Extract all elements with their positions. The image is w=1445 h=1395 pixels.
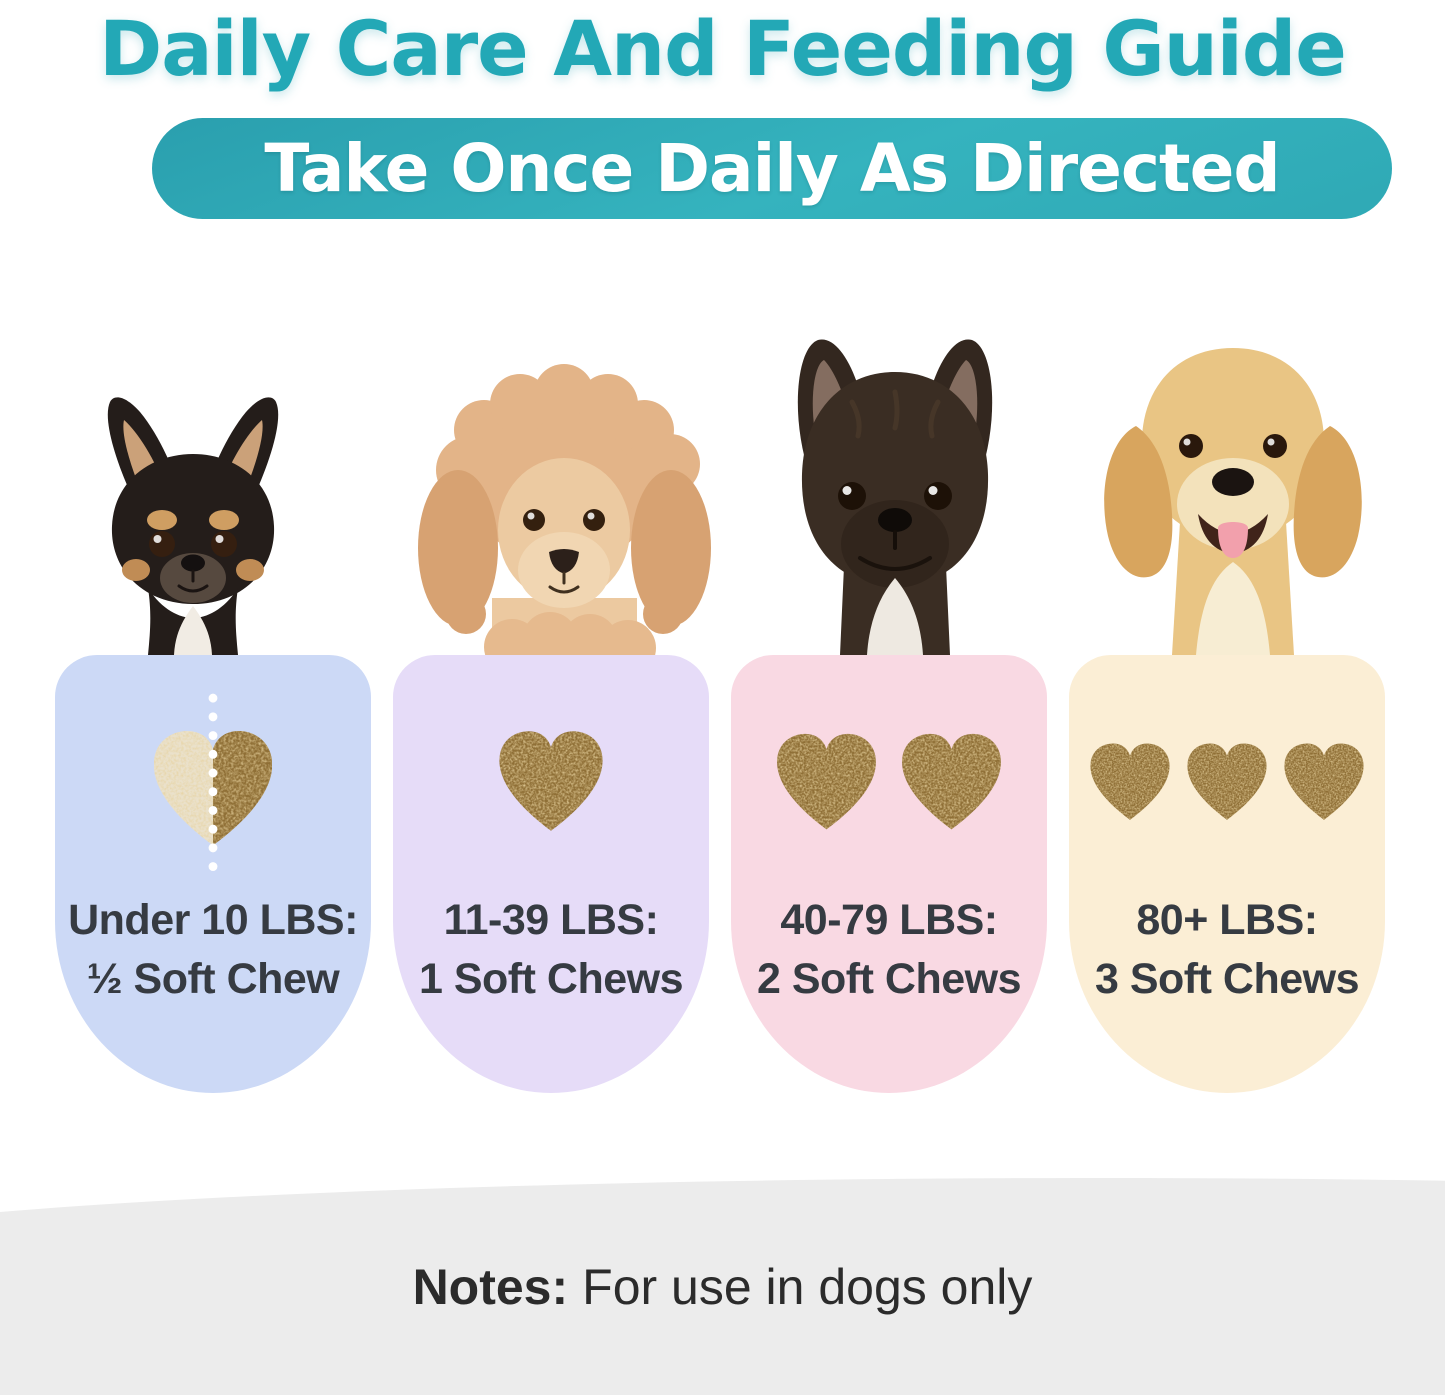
dose-card-11-39-lbs: 11-39 LBS: 1 Soft Chews bbox=[393, 655, 709, 1093]
weight-range: 80+ LBS: bbox=[1136, 896, 1318, 944]
page-title: Daily Care And Feeding Guide bbox=[99, 4, 1347, 93]
dose-amount: 1 Soft Chews bbox=[419, 955, 684, 1004]
soft-chew-heart-icon bbox=[499, 731, 603, 831]
weight-range: 11-39 LBS: bbox=[443, 896, 659, 944]
notes-label: Notes: bbox=[412, 1259, 569, 1315]
banner-label: Take Once Daily As Directed bbox=[264, 130, 1280, 207]
weight-range: Under 10 LBS: bbox=[68, 896, 358, 944]
dose-text: Under 10 LBS: ½ Soft Chew bbox=[68, 891, 358, 1010]
dose-text: 40-79 LBS: 2 Soft Chews bbox=[757, 891, 1022, 1010]
dog-photo-french-bulldog bbox=[752, 318, 1038, 655]
dose-card-40-79-lbs: 40-79 LBS: 2 Soft Chews bbox=[731, 655, 1047, 1093]
dose-amount: ½ Soft Chew bbox=[86, 955, 340, 1004]
soft-chew-heart-icon bbox=[1284, 743, 1364, 820]
chew-icons bbox=[1084, 689, 1370, 879]
dose-card-80-plus-lbs: 80+ LBS: 3 Soft Chews bbox=[1069, 655, 1385, 1093]
half-soft-chew-icon bbox=[154, 693, 272, 875]
dog-photo-golden-retriever bbox=[1072, 322, 1394, 655]
chew-icons bbox=[769, 689, 1009, 879]
soft-chew-heart-icon bbox=[1187, 743, 1267, 820]
dose-amount: 3 Soft Chews bbox=[1095, 955, 1360, 1004]
chew-icons bbox=[154, 689, 272, 879]
notes-body: For use in dogs only bbox=[582, 1259, 1033, 1315]
soft-chew-heart-icon bbox=[777, 733, 876, 829]
notes-text: Notes: For use in dogs only bbox=[0, 1258, 1445, 1316]
dose-text: 11-39 LBS: 1 Soft Chews bbox=[419, 891, 684, 1010]
dose-card-under-10-lbs: Under 10 LBS: ½ Soft Chew bbox=[55, 655, 371, 1093]
soft-chew-heart-icon bbox=[902, 733, 1001, 829]
dog-photo-poodle bbox=[392, 352, 737, 655]
dose-text: 80+ LBS: 3 Soft Chews bbox=[1095, 891, 1360, 1010]
notes-footer-band bbox=[0, 1178, 1445, 1395]
dosage-banner: Take Once Daily As Directed bbox=[152, 118, 1392, 219]
dose-amount: 2 Soft Chews bbox=[757, 955, 1022, 1004]
soft-chew-heart-icon bbox=[1090, 743, 1170, 820]
weight-range: 40-79 LBS: bbox=[780, 896, 998, 944]
chew-icons bbox=[491, 689, 611, 879]
dog-photo-chihuahua bbox=[48, 362, 338, 655]
